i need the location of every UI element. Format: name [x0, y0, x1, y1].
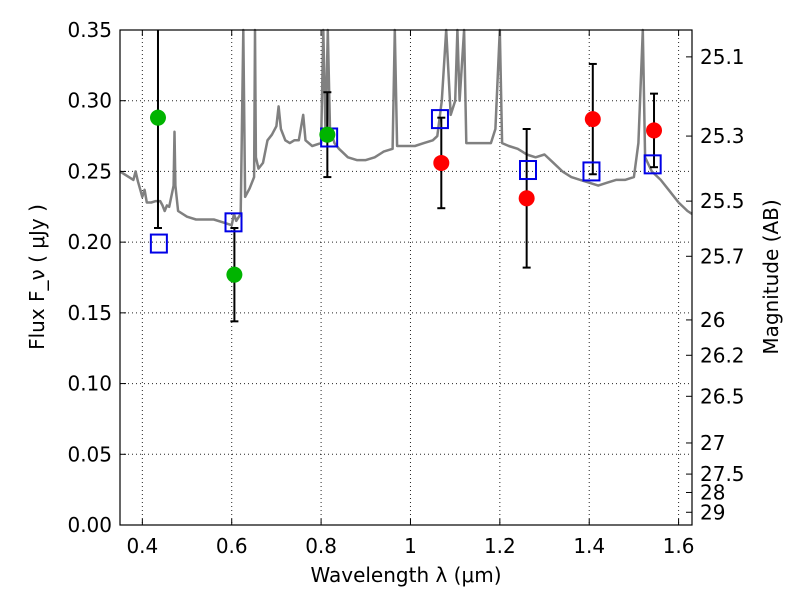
right-axis-tick-label: 26.2 [700, 343, 745, 367]
y-tick-label: 0.00 [67, 513, 112, 537]
right-axis-tick-label: 28 [700, 480, 725, 504]
y-tick-label: 0.25 [67, 159, 112, 183]
y-tick-labels: 0.00 0.05 0.10 0.15 0.20 0.25 0.30 0.35 [67, 18, 112, 537]
model-photometry-square [149, 233, 168, 254]
y-tick-label: 0.35 [67, 18, 112, 42]
y-tick-label: 0.15 [67, 301, 112, 325]
right-axis-tick-label: 25.3 [700, 124, 745, 148]
right-axis-tick-label: 25.5 [700, 189, 745, 213]
right-axis-tick-label: 27 [700, 431, 725, 455]
x-tick-label: 0.8 [305, 534, 337, 558]
right-axis-tick-label: 26 [700, 308, 725, 332]
observed-flux-point [518, 190, 535, 207]
x-tick-label: 1.6 [663, 534, 695, 558]
model-photometry-square [518, 160, 537, 181]
observed-flux-point [646, 122, 663, 139]
grid-lines [120, 30, 692, 525]
observed-flux-point [433, 154, 450, 171]
model-photometry-square [643, 154, 662, 175]
x-tick-label: 0.4 [126, 534, 158, 558]
observed-flux-point [149, 109, 166, 126]
model-photometry-square [430, 109, 449, 130]
right-axis-tick-label: 29 [700, 500, 725, 524]
plot-frame [119, 29, 693, 526]
y-tick-label: 0.05 [67, 442, 112, 466]
observed-flux-point [319, 126, 336, 143]
right-y-axis-title: Magnitude (AB) [759, 199, 783, 354]
x-axis-title: Wavelength λ (μm) [310, 563, 501, 587]
x-tick-labels: 0.4 0.6 0.8 1 1.2 1.4 1.6 [126, 534, 694, 558]
observed-flux-point [226, 266, 243, 283]
x-tick-label: 0.6 [216, 534, 248, 558]
data-markers [149, 109, 663, 283]
y-axis-title: Flux F_ν ( μJy ) [25, 204, 49, 350]
model-photometry-square [582, 161, 601, 182]
x-tick-label: 1.2 [484, 534, 516, 558]
y-tick-label: 0.10 [67, 372, 112, 396]
right-axis-tick-label: 26.5 [700, 384, 745, 408]
right-axis-tick-label: 27.5 [700, 462, 745, 486]
y-tick-label: 0.20 [67, 230, 112, 254]
model-sed-curve [119, 28, 693, 227]
axis-ticks [120, 29, 692, 526]
sed-curve-group [119, 28, 693, 227]
right-axis-tick-label: 25.7 [700, 244, 745, 268]
y-tick-label: 0.30 [67, 89, 112, 113]
model-photometry-square [224, 212, 243, 233]
x-tick-label: 1.4 [573, 534, 605, 558]
right-axis-tick-label: 25.1 [700, 45, 745, 69]
observed-flux-point [584, 111, 601, 128]
x-tick-label: 1 [404, 534, 417, 558]
